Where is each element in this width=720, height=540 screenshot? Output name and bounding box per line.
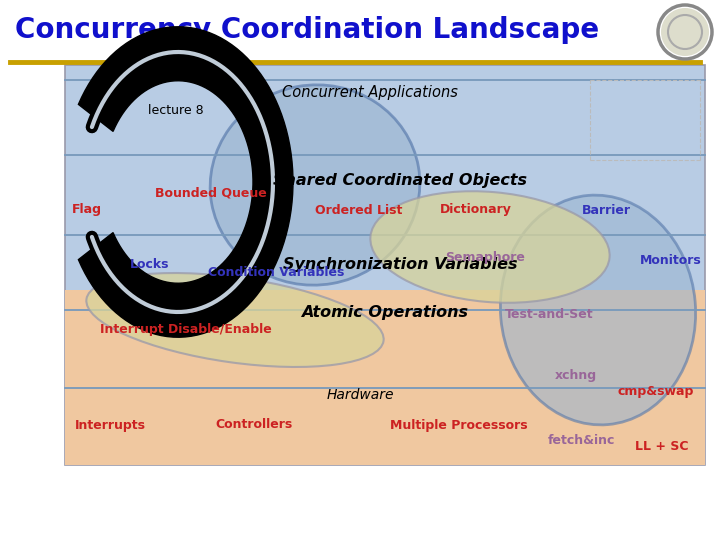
Text: Synchronization Variables: Synchronization Variables <box>283 258 517 273</box>
Text: Multiple Processors: Multiple Processors <box>390 418 528 431</box>
Ellipse shape <box>86 273 384 367</box>
Text: Concurrent Applications: Concurrent Applications <box>282 84 458 99</box>
FancyBboxPatch shape <box>65 290 705 465</box>
Text: Shared Coordinated Objects: Shared Coordinated Objects <box>273 172 527 187</box>
Text: Interrupt Disable/Enable: Interrupt Disable/Enable <box>100 323 271 336</box>
Polygon shape <box>78 27 293 338</box>
Text: Barrier: Barrier <box>582 204 631 217</box>
Text: Dictionary: Dictionary <box>440 204 512 217</box>
Text: lecture 8: lecture 8 <box>148 104 204 117</box>
Ellipse shape <box>370 191 610 303</box>
Text: Controllers: Controllers <box>215 418 292 431</box>
Text: Concurrency Coordination Landscape: Concurrency Coordination Landscape <box>15 16 599 44</box>
FancyBboxPatch shape <box>0 0 720 60</box>
Ellipse shape <box>500 195 696 425</box>
Text: Test-and-Set: Test-and-Set <box>505 308 593 321</box>
Text: Condition Variables: Condition Variables <box>208 266 344 279</box>
Ellipse shape <box>210 85 420 285</box>
Text: xchng: xchng <box>555 368 597 381</box>
Text: Flag: Flag <box>72 204 102 217</box>
FancyBboxPatch shape <box>65 65 705 465</box>
Circle shape <box>661 8 709 56</box>
Text: Semaphore: Semaphore <box>445 251 525 264</box>
Text: cmp&swap: cmp&swap <box>618 386 694 399</box>
Text: LL + SC: LL + SC <box>635 441 688 454</box>
Text: Atomic Operations: Atomic Operations <box>302 305 469 320</box>
Text: fetch&inc: fetch&inc <box>548 434 616 447</box>
Text: Ordered List: Ordered List <box>315 204 402 217</box>
Text: Bounded Queue: Bounded Queue <box>155 186 266 199</box>
Text: Interrupts: Interrupts <box>75 418 146 431</box>
Text: Monitors: Monitors <box>640 253 702 267</box>
Text: Locks: Locks <box>130 259 169 272</box>
Text: Hardware: Hardware <box>326 388 394 402</box>
